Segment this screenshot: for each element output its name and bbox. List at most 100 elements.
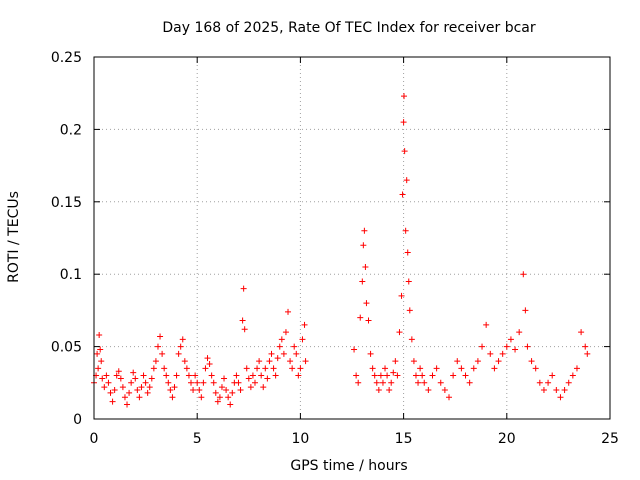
data-point xyxy=(377,372,384,379)
data-point xyxy=(359,278,366,285)
plot-frame xyxy=(93,56,611,420)
data-point xyxy=(491,365,498,372)
data-point xyxy=(417,365,424,372)
data-point xyxy=(173,372,180,379)
data-point xyxy=(258,372,265,379)
data-point xyxy=(297,365,304,372)
data-point xyxy=(94,350,101,357)
data-point xyxy=(403,177,410,184)
x-tick-label: 15 xyxy=(395,431,413,447)
data-point xyxy=(582,343,589,350)
y-tick-label: 0.15 xyxy=(51,195,82,211)
data-point xyxy=(466,379,473,386)
y-tick-label: 0.2 xyxy=(60,122,82,138)
data-point xyxy=(216,394,223,401)
data-point xyxy=(388,379,395,386)
data-point xyxy=(371,372,378,379)
data-point xyxy=(249,372,256,379)
data-point xyxy=(254,365,261,372)
x-tick-label: 25 xyxy=(601,431,619,447)
data-point xyxy=(361,227,368,234)
data-point xyxy=(299,336,306,343)
data-point xyxy=(384,372,391,379)
data-point xyxy=(138,384,145,391)
data-point xyxy=(268,350,275,357)
data-point xyxy=(360,242,367,249)
data-point xyxy=(194,379,201,386)
data-point xyxy=(247,384,254,391)
data-point xyxy=(557,394,564,401)
data-point xyxy=(159,350,166,357)
data-point xyxy=(221,375,228,382)
data-point xyxy=(113,372,120,379)
data-point xyxy=(483,321,490,328)
data-point xyxy=(302,358,309,365)
data-point xyxy=(272,372,279,379)
y-tick-label: 0.25 xyxy=(51,50,82,66)
data-point xyxy=(433,365,440,372)
data-point xyxy=(450,372,457,379)
data-point xyxy=(291,343,298,350)
data-point xyxy=(276,343,283,350)
data-point xyxy=(179,336,186,343)
data-point xyxy=(479,343,486,350)
data-point xyxy=(400,119,407,126)
data-point xyxy=(390,369,397,376)
data-point xyxy=(545,379,552,386)
data-point xyxy=(225,394,232,401)
data-point xyxy=(398,292,405,299)
data-point xyxy=(437,379,444,386)
y-tick-label: 0 xyxy=(73,412,82,428)
data-point xyxy=(152,358,159,365)
data-point xyxy=(369,365,376,372)
data-point xyxy=(136,394,143,401)
data-point xyxy=(419,372,426,379)
data-point xyxy=(241,326,248,333)
data-point xyxy=(204,355,211,362)
data-point xyxy=(239,317,246,324)
data-point xyxy=(130,369,137,376)
x-tick-label: 20 xyxy=(498,431,516,447)
data-point xyxy=(285,308,292,315)
data-point xyxy=(487,350,494,357)
data-point xyxy=(210,379,217,386)
data-point xyxy=(408,336,415,343)
data-point xyxy=(520,271,527,278)
data-point xyxy=(386,387,393,394)
data-point xyxy=(365,317,372,324)
data-point xyxy=(410,358,417,365)
data-point xyxy=(353,372,360,379)
data-point xyxy=(177,343,184,350)
data-point xyxy=(301,321,308,328)
data-point xyxy=(212,389,219,396)
data-point xyxy=(192,372,199,379)
data-point xyxy=(251,379,258,386)
data-point xyxy=(119,384,126,391)
data-point xyxy=(245,375,252,382)
data-point xyxy=(140,372,147,379)
data-point xyxy=(512,346,519,353)
data-point xyxy=(522,307,529,314)
data-point xyxy=(227,401,234,408)
data-point xyxy=(237,387,244,394)
data-point xyxy=(379,379,386,386)
data-point xyxy=(111,387,118,394)
data-point xyxy=(99,375,106,382)
data-point xyxy=(528,358,535,365)
data-point xyxy=(584,350,591,357)
data-point xyxy=(146,384,153,391)
data-point xyxy=(367,350,374,357)
data-point xyxy=(128,379,135,386)
data-point xyxy=(233,372,240,379)
data-point xyxy=(392,358,399,365)
data-point xyxy=(97,346,104,353)
data-point xyxy=(144,389,151,396)
data-point xyxy=(150,365,157,372)
data-point xyxy=(196,387,203,394)
x-tick-label: 5 xyxy=(193,431,202,447)
data-point xyxy=(163,372,170,379)
data-point xyxy=(401,148,408,155)
data-point xyxy=(289,365,296,372)
data-point xyxy=(287,358,294,365)
data-point xyxy=(134,387,141,394)
